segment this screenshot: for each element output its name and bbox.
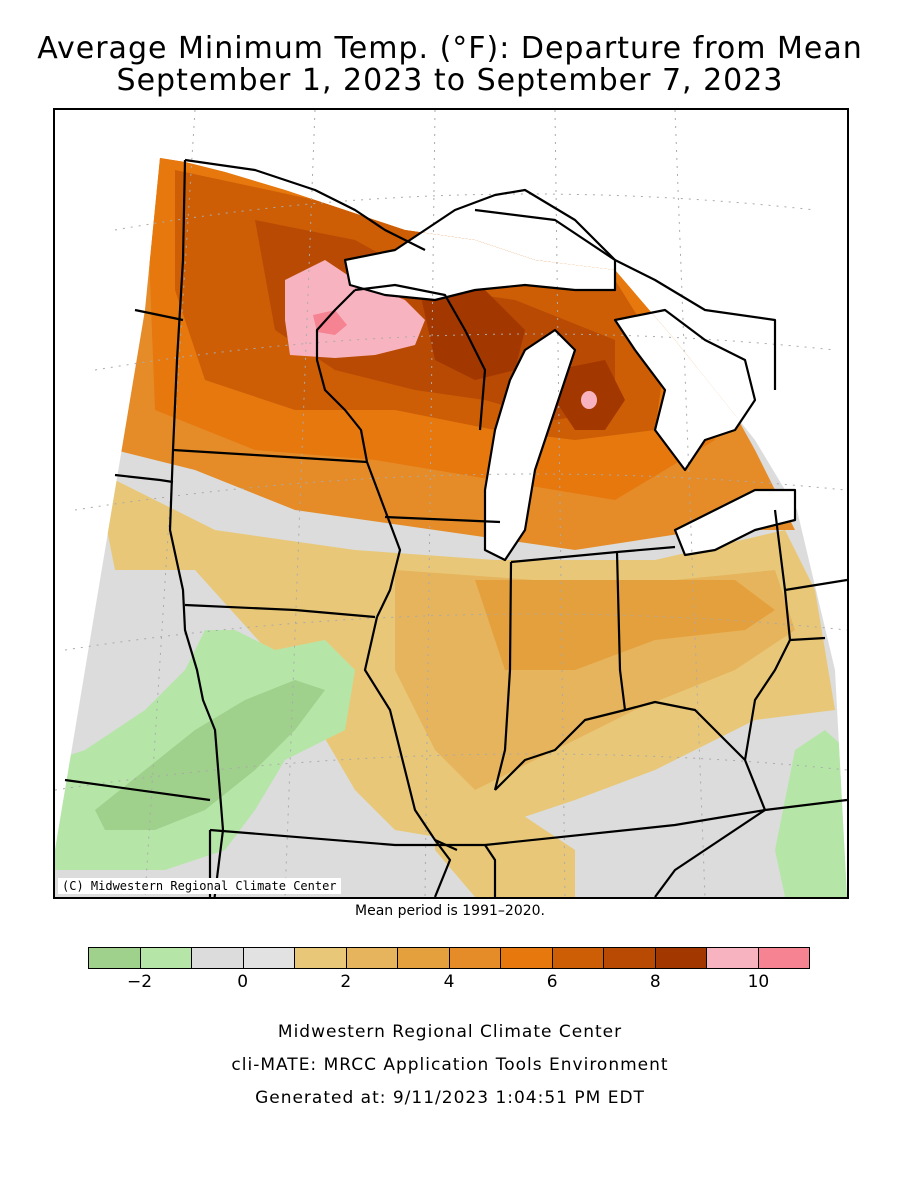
region-plus4 [475,580,775,670]
mean-period-note: Mean period is 1991–2020. [355,903,545,919]
legend-swatch [243,948,295,968]
legend-swatch [655,948,707,968]
legend-tick-label: 4 [443,972,455,992]
legend-tick-label: −2 [127,972,153,992]
legend-swatch [140,948,192,968]
footer-line1: Midwestern Regional Climate Center [277,1022,623,1042]
legend-swatch [707,948,759,968]
footer-line3: Generated at: 9/11/2023 1:04:51 PM EDT [255,1088,645,1108]
legend-swatch [501,948,553,968]
legend-swatch [552,948,604,968]
color-legend [88,947,810,969]
lake-erie [675,490,795,555]
legend-swatch [449,948,501,968]
legend-tick-labels: −2 0 2 4 6 8 10 [88,972,810,1002]
legend-tick-label: 6 [546,972,558,992]
legend-swatch [192,948,244,968]
map-copyright: (C) Midwestern Regional Climate Center [58,878,341,894]
legend-tick-label: 10 [747,972,770,992]
legend-swatch [346,948,398,968]
map-canvas [55,110,847,897]
legend-tick-label: 2 [340,972,352,992]
graticule [55,110,847,897]
region-plus10 [285,260,425,358]
map-title-line1: Average Minimum Temp. (°F): Departure fr… [37,31,863,66]
border-mn-west [168,159,225,897]
legend-swatch [758,948,809,968]
map-panel: (C) Midwestern Regional Climate Center [53,108,849,899]
footer-line2: cli-MATE: MRCC Application Tools Environ… [231,1055,669,1075]
legend-swatch [398,948,450,968]
legend-swatch [604,948,656,968]
legend-tick-label: 0 [237,972,249,992]
legend-swatch [89,948,141,968]
lake-michigan [485,330,575,560]
map-title-line2: September 1, 2023 to September 7, 2023 [116,63,784,98]
legend-swatch [295,948,347,968]
state-boundaries [64,158,847,897]
legend-tick-label: 8 [649,972,661,992]
